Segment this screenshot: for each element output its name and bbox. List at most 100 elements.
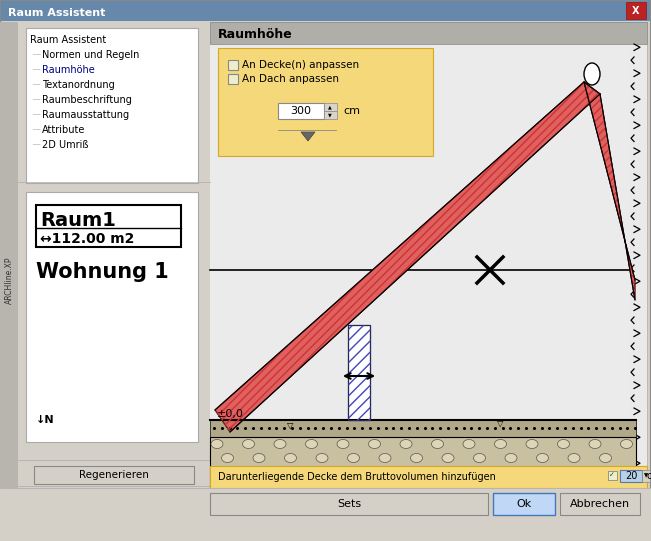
Ellipse shape: [305, 439, 318, 448]
Ellipse shape: [584, 63, 600, 85]
Bar: [348, 325, 370, 420]
Ellipse shape: [389, 467, 402, 477]
Text: ARCHline.XP: ARCHline.XP: [5, 256, 14, 304]
Text: Raumausstattung: Raumausstattung: [42, 110, 129, 120]
Bar: [210, 466, 647, 488]
Ellipse shape: [505, 453, 517, 463]
Ellipse shape: [348, 453, 359, 463]
Ellipse shape: [358, 467, 370, 477]
Text: Raumhöhe: Raumhöhe: [42, 65, 95, 75]
Text: ▼: ▼: [184, 496, 189, 502]
Text: ▲: ▲: [328, 104, 332, 109]
Text: Ok: Ok: [516, 499, 532, 509]
Bar: [626, 2, 646, 19]
Text: ↓N: ↓N: [36, 415, 55, 425]
Text: Attribute: Attribute: [42, 125, 85, 135]
Text: Abbrechen: Abbrechen: [570, 499, 630, 509]
Text: ──: ──: [32, 97, 43, 103]
Bar: [493, 493, 555, 515]
Bar: [348, 325, 370, 420]
Text: Raumhöhe: Raumhöhe: [218, 28, 293, 41]
Ellipse shape: [473, 453, 486, 463]
Bar: [324, 111, 337, 119]
Text: ±0,0: ±0,0: [217, 409, 244, 419]
Text: ──: ──: [32, 127, 43, 133]
Text: Darunterliegende Decke dem Bruttovolumen hinzufügen: Darunterliegende Decke dem Bruttovolumen…: [218, 472, 496, 482]
Ellipse shape: [432, 439, 443, 448]
Text: 20: 20: [625, 471, 637, 481]
Ellipse shape: [400, 439, 412, 448]
Text: Normen und Regeln: Normen und Regeln: [42, 50, 139, 60]
Bar: [26, 28, 198, 183]
Bar: [620, 470, 642, 482]
Bar: [0, 22, 18, 522]
Text: Sets: Sets: [337, 499, 361, 509]
Ellipse shape: [274, 439, 286, 448]
Bar: [0, 488, 651, 541]
Text: X: X: [632, 6, 640, 16]
Ellipse shape: [337, 439, 349, 448]
Bar: [178, 490, 196, 508]
Ellipse shape: [243, 439, 255, 448]
Text: Textanordnung: Textanordnung: [42, 80, 115, 90]
Text: Regenerieren: Regenerieren: [79, 470, 149, 480]
Text: cm: cm: [646, 471, 651, 481]
Bar: [210, 44, 630, 464]
Text: ✓: ✓: [609, 472, 615, 478]
Ellipse shape: [620, 439, 633, 448]
Ellipse shape: [484, 467, 496, 477]
Bar: [34, 466, 194, 484]
Ellipse shape: [557, 439, 570, 448]
Text: Raumbeschriftung: Raumbeschriftung: [42, 95, 132, 105]
Ellipse shape: [536, 453, 549, 463]
Bar: [26, 192, 198, 442]
Ellipse shape: [442, 453, 454, 463]
Text: 2D Umriß: 2D Umriß: [42, 140, 89, 150]
Ellipse shape: [232, 467, 244, 477]
Ellipse shape: [295, 467, 307, 477]
Text: ↔112.00 m2: ↔112.00 m2: [40, 232, 134, 246]
Bar: [210, 437, 636, 490]
Ellipse shape: [421, 467, 433, 477]
Ellipse shape: [368, 439, 380, 448]
Text: Raum1: Raum1: [40, 210, 116, 229]
Ellipse shape: [284, 453, 296, 463]
Ellipse shape: [610, 467, 622, 477]
Ellipse shape: [463, 439, 475, 448]
Bar: [324, 103, 337, 111]
Ellipse shape: [579, 467, 590, 477]
Ellipse shape: [547, 467, 559, 477]
Text: ▽: ▽: [497, 419, 503, 427]
Text: Raum Assistent: Raum Assistent: [30, 35, 106, 45]
Ellipse shape: [452, 467, 465, 477]
Bar: [278, 103, 324, 119]
Ellipse shape: [516, 467, 527, 477]
Bar: [642, 470, 650, 482]
Ellipse shape: [211, 439, 223, 448]
Text: cm: cm: [343, 106, 360, 116]
Text: Raum Assistent: Raum Assistent: [8, 8, 105, 18]
Text: An Dach anpassen: An Dach anpassen: [242, 74, 339, 84]
Bar: [210, 22, 647, 44]
Text: ──: ──: [32, 142, 43, 148]
Text: Wohnung 1: Wohnung 1: [36, 262, 169, 282]
Text: ──: ──: [32, 82, 43, 88]
Ellipse shape: [411, 453, 422, 463]
Ellipse shape: [568, 453, 580, 463]
Bar: [608, 471, 617, 480]
Ellipse shape: [589, 439, 601, 448]
Ellipse shape: [264, 467, 275, 477]
Bar: [1, 1, 650, 21]
Text: ──: ──: [32, 112, 43, 118]
Bar: [228, 60, 238, 70]
Text: Interne Parameter: Interne Parameter: [55, 494, 145, 504]
Bar: [210, 420, 636, 437]
Bar: [560, 493, 640, 515]
Text: An Decke(n) anpassen: An Decke(n) anpassen: [242, 60, 359, 70]
Ellipse shape: [253, 453, 265, 463]
Ellipse shape: [526, 439, 538, 448]
Polygon shape: [215, 82, 600, 432]
Bar: [210, 22, 647, 489]
Ellipse shape: [600, 453, 611, 463]
Bar: [210, 493, 488, 515]
